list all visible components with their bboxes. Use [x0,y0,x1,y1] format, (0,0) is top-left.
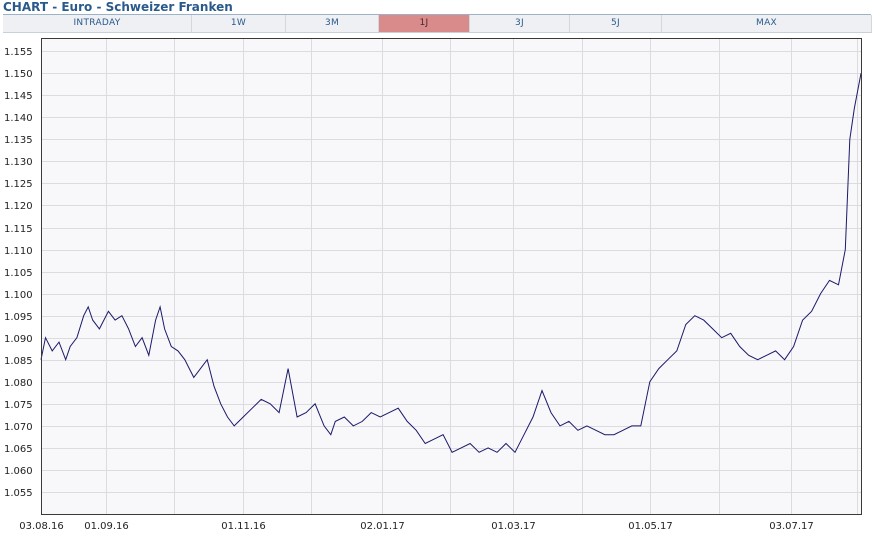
x-tick-label: 03.07.17 [769,521,814,532]
x-tick-label: 01.11.16 [221,521,266,532]
y-tick-label: 1.060 [4,466,33,477]
y-tick-label: 1.140 [4,113,33,124]
y-tick-label: 1.155 [4,47,33,58]
tab-1j[interactable]: 1J [379,15,470,32]
tab-3j[interactable]: 3J [470,15,570,32]
y-tick-label: 1.090 [4,334,33,345]
y-tick-label: 1.085 [4,356,33,367]
y-tick-label: 1.145 [4,91,33,102]
y-tick-label: 1.065 [4,444,33,455]
page-title: CHART - Euro - Schweizer Franken [3,0,233,14]
y-tick-label: 1.125 [4,179,33,190]
x-tick-label: 03.08.16 [19,521,64,532]
tab-1w[interactable]: 1W [192,15,286,32]
x-tick-label: 02.01.17 [360,521,405,532]
x-axis: 03.08.16 01.09.16 01.11.16 02.01.17 01.03.17… [19,521,814,532]
tab-max[interactable]: MAX [662,15,872,32]
y-tick-label: 1.095 [4,312,33,323]
y-axis: 1.055 1.060 1.065 1.070 1.075 1.080 1.085 1.090… [4,47,33,499]
y-tick-label: 1.055 [4,488,33,499]
plot-border [41,38,862,515]
y-tick-label: 1.135 [4,135,33,146]
period-tabs: INTRADAY 1W 3M 1J 3J 5J MAX [3,15,872,33]
y-tick-label: 1.130 [4,157,33,168]
y-tick-label: 1.100 [4,290,33,301]
line-chart: 1.055 1.060 1.065 1.070 1.075 1.080 1.085 1.090… [4,38,862,532]
y-tick-label: 1.150 [4,69,33,80]
y-tick-label: 1.105 [4,268,33,279]
series-line [40,73,862,454]
y-tick-label: 1.120 [4,201,33,212]
title-divider [3,14,871,15]
y-tick-label: 1.075 [4,400,33,411]
tab-5j[interactable]: 5J [570,15,662,32]
y-tick-label: 1.070 [4,422,33,433]
tab-3m[interactable]: 3M [286,15,379,32]
x-tick-label: 01.03.17 [491,521,536,532]
x-tick-label: 01.05.17 [628,521,673,532]
y-tick-label: 1.080 [4,378,33,389]
tab-intraday[interactable]: INTRADAY [3,15,192,32]
y-tick-label: 1.115 [4,224,33,235]
y-tick-label: 1.110 [4,246,33,257]
x-tick-label: 01.09.16 [84,521,129,532]
